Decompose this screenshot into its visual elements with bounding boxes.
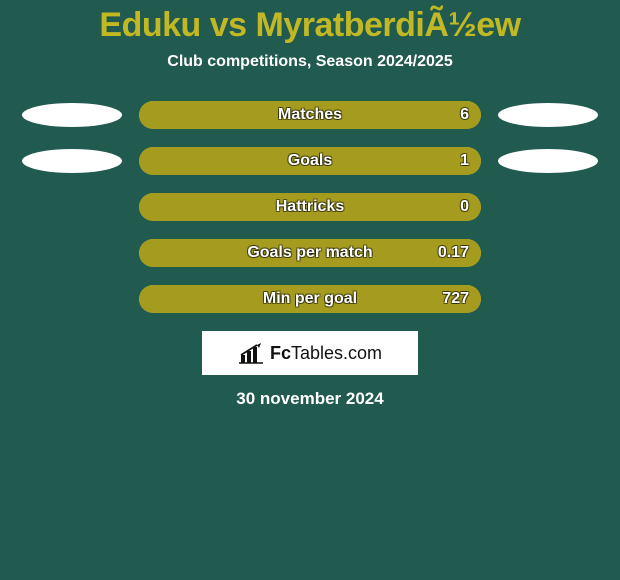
- right-slot: [493, 285, 603, 313]
- stat-bar-fill: [139, 285, 481, 313]
- player-left-ellipse: [22, 103, 122, 127]
- right-slot: [493, 101, 603, 129]
- left-slot: [17, 101, 127, 129]
- left-slot: [17, 193, 127, 221]
- player-left-ellipse: [22, 149, 122, 173]
- stat-row: Matches6: [0, 101, 620, 129]
- brand-logo: FcTables.com: [202, 331, 418, 375]
- player-right-ellipse: [498, 103, 598, 127]
- right-slot: [493, 193, 603, 221]
- bar-chart-icon: [238, 342, 264, 364]
- page-title: Eduku vs MyratberdiÃ½ew: [0, 0, 620, 45]
- left-slot: [17, 285, 127, 313]
- stat-bar-fill: [139, 147, 481, 175]
- player-right-ellipse: [498, 149, 598, 173]
- brand-prefix: Fc: [270, 343, 291, 363]
- brand-suffix: Tables.com: [291, 343, 382, 363]
- right-slot: [493, 239, 603, 267]
- stat-bar-fill: [139, 193, 481, 221]
- stat-bar: Hattricks0: [139, 193, 481, 221]
- stat-bar-fill: [139, 239, 481, 267]
- brand-text: FcTables.com: [270, 343, 382, 364]
- comparison-infographic: Eduku vs MyratberdiÃ½ew Club competition…: [0, 0, 620, 580]
- stat-bar-fill: [139, 101, 481, 129]
- left-slot: [17, 239, 127, 267]
- stat-bar: Goals1: [139, 147, 481, 175]
- stat-row: Hattricks0: [0, 193, 620, 221]
- date-text: 30 november 2024: [0, 389, 620, 409]
- stat-row: Min per goal727: [0, 285, 620, 313]
- right-slot: [493, 147, 603, 175]
- stat-row: Goals1: [0, 147, 620, 175]
- page-subtitle: Club competitions, Season 2024/2025: [0, 53, 620, 71]
- left-slot: [17, 147, 127, 175]
- stat-bar: Min per goal727: [139, 285, 481, 313]
- stat-row: Goals per match0.17: [0, 239, 620, 267]
- stat-bar: Matches6: [139, 101, 481, 129]
- stats-list: Matches6 Goals1 Hattricks0 Goals per match0…: [0, 101, 620, 313]
- stat-bar: Goals per match0.17: [139, 239, 481, 267]
